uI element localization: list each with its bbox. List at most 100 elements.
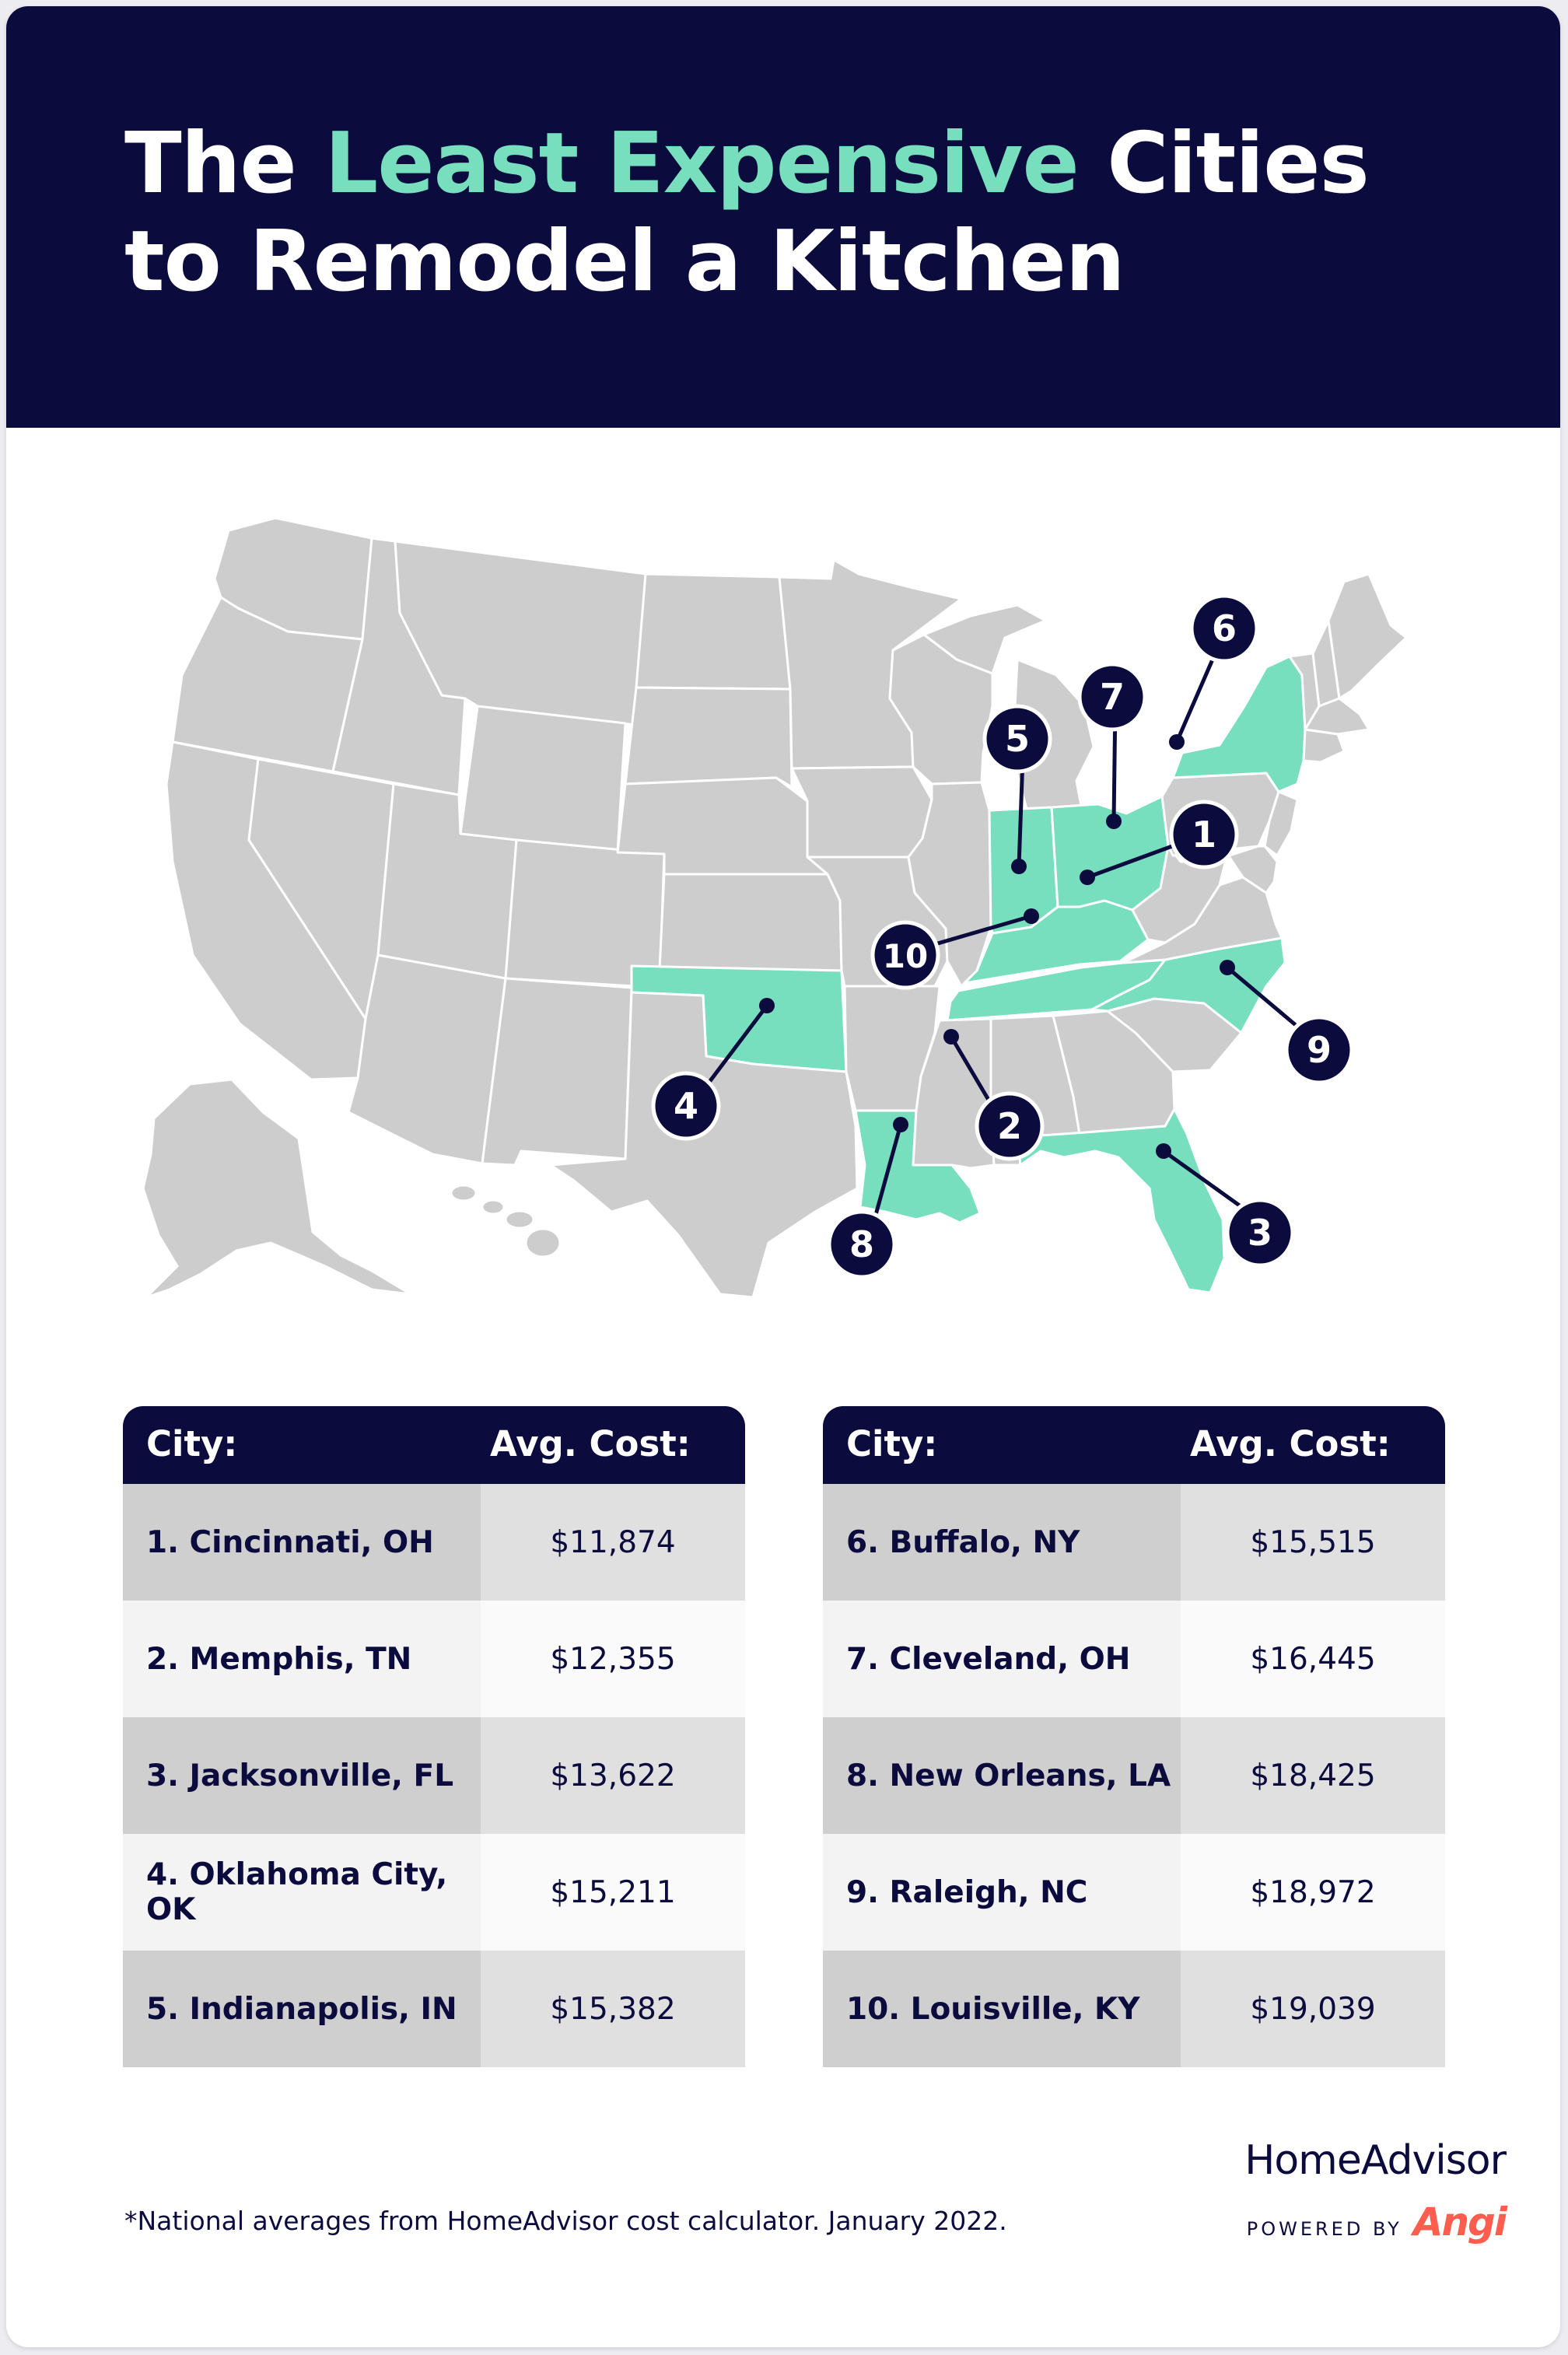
state-me <box>1327 572 1408 700</box>
row-cost: $18,425 <box>1181 1717 1445 1834</box>
logo-brand: HomeAdvisor <box>1244 2137 1507 2184</box>
row-city: 8. New Orleans, LA <box>823 1717 1181 1834</box>
marker-dot-9 <box>1220 960 1235 975</box>
row-cost: $13,622 <box>481 1717 745 1834</box>
state-wy <box>459 705 627 854</box>
table-row: 3. Jacksonville, FL $13,622 <box>123 1717 745 1834</box>
row-cost: $15,515 <box>1181 1484 1445 1601</box>
row-city: 5. Indianapolis, IN <box>123 1951 481 2067</box>
state-mi-upper <box>922 604 1047 675</box>
row-cost: $19,039 <box>1181 1951 1445 2067</box>
map-marker-9: 9 <box>1284 1015 1354 1085</box>
state-ia <box>790 765 933 859</box>
logo-angi: Angi <box>1412 2199 1507 2245</box>
state-ks <box>658 873 843 972</box>
table-row: 9. Raleigh, NC $18,972 <box>823 1834 1445 1951</box>
header-city: City: <box>846 1423 938 1464</box>
state-nm <box>481 977 633 1167</box>
map-marker-3: 3 <box>1225 1198 1295 1268</box>
marker-label-2: 2 <box>997 1105 1022 1147</box>
map-marker-10: 10 <box>870 920 940 990</box>
state-ak <box>142 1078 412 1299</box>
row-cost: $15,211 <box>481 1834 745 1951</box>
row-city: 3. Jacksonville, FL <box>123 1717 481 1834</box>
infographic-card: The Least Expensive Cities to Remodel a … <box>6 6 1560 2347</box>
title-accent: Least Expensive <box>324 115 1079 212</box>
state-hi-4 <box>524 1227 562 1258</box>
header-city: City: <box>146 1423 238 1464</box>
row-cost: $15,382 <box>481 1951 745 2067</box>
state-tx <box>549 991 859 1299</box>
row-cost: $16,445 <box>1181 1601 1445 1717</box>
state-fl <box>1016 1108 1226 1294</box>
row-cost: $18,972 <box>1181 1834 1445 1951</box>
state-hi-3 <box>504 1209 535 1230</box>
us-map: 1 2 3 4 5 6 7 8 <box>142 516 1408 1299</box>
marker-label-10: 10 <box>883 937 928 975</box>
row-cost: $12,355 <box>481 1601 745 1717</box>
row-city: 4. Oklahoma City, OK <box>123 1834 481 1951</box>
title-part2: Cities to Remodel a Kitchen <box>124 115 1370 310</box>
homeadvisor-logo: HomeAdvisor POWERED BY Angi <box>1179 2137 1507 2245</box>
state-ct-ri <box>1302 728 1346 764</box>
map-marker-8: 8 <box>827 1209 897 1279</box>
state-nd <box>635 572 792 691</box>
marker-label-9: 9 <box>1307 1029 1332 1071</box>
table-header: City: Avg. Cost: <box>123 1406 745 1484</box>
title-part1: The <box>124 115 325 212</box>
marker-dot-4 <box>759 998 775 1013</box>
map-marker-1: 1 <box>1169 800 1239 870</box>
marker-label-4: 4 <box>674 1085 698 1127</box>
row-city: 7. Cleveland, OH <box>823 1601 1181 1717</box>
marker-dot-2 <box>943 1029 959 1045</box>
marker-label-1: 1 <box>1192 814 1216 856</box>
marker-label-5: 5 <box>1005 718 1030 760</box>
marker-dot-10 <box>1024 908 1039 924</box>
row-city: 10. Louisville, KY <box>823 1951 1181 2067</box>
header-banner: The Least Expensive Cities to Remodel a … <box>6 6 1560 428</box>
row-city: 6. Buffalo, NY <box>823 1484 1181 1601</box>
table-row: 1. Cincinnati, OH $11,874 <box>123 1484 745 1601</box>
table-header: City: Avg. Cost: <box>823 1406 1445 1484</box>
marker-label-3: 3 <box>1248 1212 1272 1254</box>
table-row: 5. Indianapolis, IN $15,382 <box>123 1951 745 2067</box>
cost-table-right: City: Avg. Cost: 6. Buffalo, NY $15,515 … <box>823 1406 1445 2067</box>
state-nj <box>1263 790 1299 857</box>
marker-dot-1 <box>1080 870 1095 885</box>
marker-dot-8 <box>893 1117 908 1132</box>
marker-dot-3 <box>1156 1143 1171 1159</box>
row-city: 2. Memphis, TN <box>123 1601 481 1717</box>
table-row: 6. Buffalo, NY $15,515 <box>823 1484 1445 1601</box>
state-md <box>1209 845 1279 894</box>
marker-dot-5 <box>1011 859 1027 874</box>
state-ky <box>960 899 1150 988</box>
state-az <box>347 954 507 1165</box>
map-marker-6: 6 <box>1189 593 1259 663</box>
state-hi-2 <box>481 1198 506 1216</box>
map-marker-7: 7 <box>1077 662 1147 732</box>
row-cost: $11,874 <box>481 1484 745 1601</box>
cost-table-left: City: Avg. Cost: 1. Cincinnati, OH $11,8… <box>123 1406 745 2067</box>
state-sd <box>624 686 793 789</box>
table-row: 2. Memphis, TN $12,355 <box>123 1601 745 1717</box>
map-marker-4: 4 <box>651 1071 721 1141</box>
page-title: The Least Expensive Cities to Remodel a … <box>124 115 1493 311</box>
marker-label-6: 6 <box>1212 607 1237 649</box>
table-row: 4. Oklahoma City, OK $15,211 <box>123 1834 745 1951</box>
header-cost: Avg. Cost: <box>1190 1423 1391 1464</box>
state-nc <box>1090 936 1286 1034</box>
marker-label-7: 7 <box>1100 676 1125 718</box>
table-row: 10. Louisville, KY $19,039 <box>823 1951 1445 2067</box>
table-row: 8. New Orleans, LA $18,425 <box>823 1717 1445 1834</box>
marker-dot-6 <box>1169 734 1185 750</box>
table-row: 7. Cleveland, OH $16,445 <box>823 1601 1445 1717</box>
state-ny <box>1171 655 1307 793</box>
map-marker-5: 5 <box>982 704 1052 774</box>
header-cost: Avg. Cost: <box>490 1423 691 1464</box>
state-hi-1 <box>450 1184 478 1202</box>
footnote: *National averages from HomeAdvisor cost… <box>124 2206 1007 2236</box>
marker-label-8: 8 <box>849 1223 874 1265</box>
logo-subline: POWERED BY Angi <box>1247 2199 1507 2245</box>
row-city: 9. Raleigh, NC <box>823 1834 1181 1951</box>
row-city: 1. Cincinnati, OH <box>123 1484 481 1601</box>
